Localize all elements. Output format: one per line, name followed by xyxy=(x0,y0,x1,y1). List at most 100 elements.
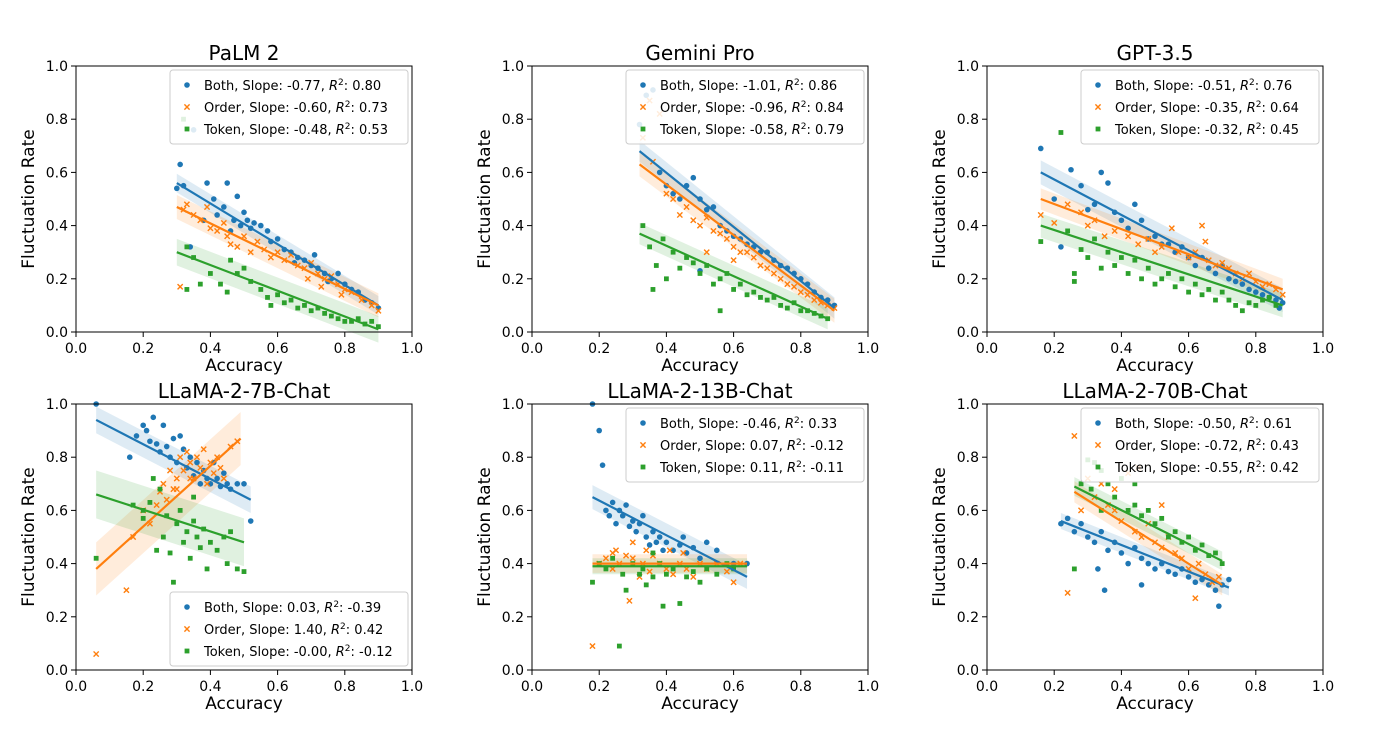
regression-line xyxy=(1060,520,1230,589)
data-point xyxy=(349,318,354,324)
legend-entry: Order, Slope: 1.40, R2: 0.42 xyxy=(204,622,383,638)
data-point xyxy=(603,507,609,514)
legend-marker xyxy=(639,103,647,111)
y-tick-label: 0.8 xyxy=(502,112,524,128)
legend: Both, Slope: 0.03, R2: -0.39 Order, Slope… xyxy=(169,591,409,667)
data-point xyxy=(194,534,200,540)
data-point xyxy=(1219,561,1225,566)
chart-panel: Gemini Pro 0.0 0.2 0.4 0.6 0.8 1.0 0.0 0.2 0.4 0.6… xyxy=(475,41,879,376)
x-tick-label: 0.8 xyxy=(334,341,356,357)
regression-line xyxy=(1073,490,1223,586)
data-point xyxy=(180,467,187,474)
x-tick-label: 0.6 xyxy=(722,679,744,695)
x-tick-label: 0.6 xyxy=(266,679,288,695)
data-point xyxy=(737,249,744,256)
data-point xyxy=(640,512,646,519)
data-point xyxy=(640,223,646,228)
legend-entry: Order, Slope: -0.72, R2: 0.43 xyxy=(1115,438,1299,454)
data-point xyxy=(690,217,697,224)
data-point xyxy=(1138,217,1145,224)
data-point xyxy=(218,281,223,287)
data-point xyxy=(697,555,703,562)
data-point xyxy=(234,243,241,250)
data-point xyxy=(214,475,220,482)
data-point xyxy=(1219,289,1225,295)
x-tick-label: 0.8 xyxy=(790,341,812,357)
data-point xyxy=(210,470,217,477)
data-point xyxy=(369,318,375,324)
data-point xyxy=(629,539,636,546)
data-point xyxy=(626,597,633,604)
y-axis-label: Fluctuation Rate xyxy=(930,467,950,606)
data-point xyxy=(93,650,100,658)
data-point xyxy=(187,555,193,561)
y-tick-label: 1.0 xyxy=(957,397,979,413)
data-point xyxy=(599,462,606,468)
data-point xyxy=(187,475,194,482)
data-point xyxy=(1199,292,1205,298)
legend-entry: Order, Slope: -0.35, R2: 0.64 xyxy=(1115,100,1299,116)
data-point xyxy=(1138,555,1145,562)
data-point xyxy=(184,244,190,250)
data-point xyxy=(1078,520,1084,527)
x-tick-label: 0.4 xyxy=(199,341,221,357)
data-point xyxy=(274,249,281,256)
data-point xyxy=(1166,534,1171,540)
data-point xyxy=(224,180,230,186)
data-point xyxy=(1078,481,1084,487)
data-point xyxy=(143,427,150,434)
data-point xyxy=(677,196,683,202)
data-point xyxy=(187,454,194,461)
data-point xyxy=(650,574,656,580)
data-point xyxy=(1151,249,1159,256)
data-point xyxy=(1064,515,1071,522)
regression-line xyxy=(638,163,836,312)
chart-title: GPT-3.5 xyxy=(1117,41,1194,65)
data-point xyxy=(609,549,616,557)
data-point xyxy=(811,296,818,304)
data-point xyxy=(194,459,200,466)
data-point xyxy=(1105,481,1111,487)
data-point xyxy=(643,534,650,540)
data-point xyxy=(126,454,133,461)
data-point xyxy=(1152,521,1158,527)
legend-entry: Token, Slope: -0.32, R2: 0.45 xyxy=(1114,122,1299,138)
data-point xyxy=(1112,494,1118,500)
legend-marker xyxy=(640,420,646,426)
data-point xyxy=(1246,286,1252,293)
data-point xyxy=(798,308,804,314)
data-point xyxy=(1232,278,1239,285)
legend-marker xyxy=(184,648,190,654)
data-point xyxy=(784,281,791,288)
y-tick-label: 1.0 xyxy=(502,59,524,75)
data-point xyxy=(170,435,177,442)
data-point xyxy=(750,254,757,261)
data-point xyxy=(680,549,687,557)
data-point xyxy=(1139,513,1144,519)
data-point xyxy=(164,513,170,519)
data-point xyxy=(93,555,99,561)
x-tick-label: 1.0 xyxy=(857,679,879,695)
data-point xyxy=(1179,276,1185,282)
data-point xyxy=(220,219,227,227)
data-point xyxy=(1105,249,1111,255)
data-point xyxy=(751,289,757,295)
x-axis-label: Accuracy xyxy=(1116,694,1194,714)
data-point xyxy=(251,220,257,226)
data-point xyxy=(1118,550,1125,556)
regression-line xyxy=(1040,224,1284,307)
x-axis-label: Accuracy xyxy=(661,356,739,376)
data-point xyxy=(267,254,274,261)
data-point xyxy=(676,211,683,219)
data-point xyxy=(224,481,230,487)
data-point xyxy=(1078,182,1084,189)
data-point xyxy=(221,534,227,540)
data-point xyxy=(1125,225,1131,232)
data-point xyxy=(217,464,224,471)
data-point xyxy=(1068,166,1074,173)
x-tick-label: 0.2 xyxy=(588,341,610,357)
data-point xyxy=(177,508,183,513)
data-point xyxy=(204,566,210,572)
data-point xyxy=(797,289,804,296)
x-tick-label: 0.2 xyxy=(1043,341,1065,357)
